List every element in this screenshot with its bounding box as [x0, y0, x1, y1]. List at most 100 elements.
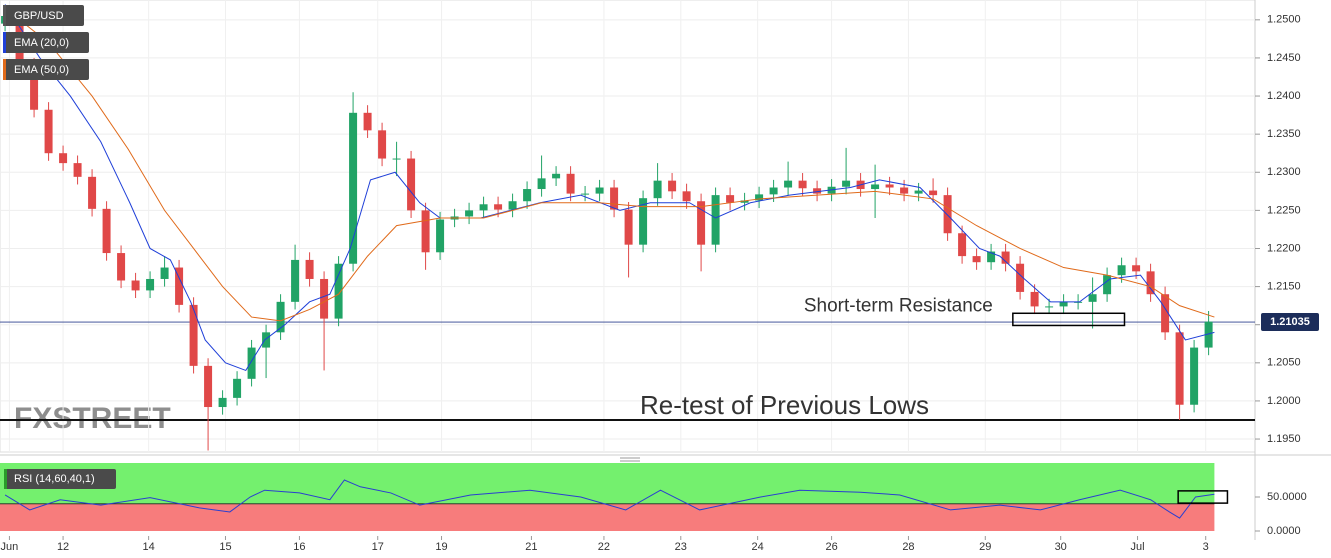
x-tick-label: 12 [57, 541, 69, 553]
y-tick-label: 1.2200 [1267, 242, 1301, 254]
candle-body [204, 365, 213, 408]
candle-body [1030, 291, 1039, 307]
x-tick-label: 17 [372, 541, 384, 553]
candle-body [378, 130, 387, 159]
candle-body [798, 180, 807, 189]
candle-body [363, 112, 372, 131]
legend-label: EMA (20,0) [14, 37, 69, 49]
candle-body [1103, 275, 1112, 295]
candle-body [624, 209, 633, 245]
candle-body [813, 188, 822, 194]
legend-bg [3, 59, 89, 80]
candle-body [1088, 294, 1097, 302]
candle-body [131, 280, 140, 291]
candle-body [233, 378, 242, 398]
legend-swatch [3, 32, 6, 53]
candle-body [44, 109, 53, 154]
candle-body [1190, 347, 1199, 405]
y-tick-label: 1.2350 [1267, 128, 1301, 140]
candle-body [175, 267, 184, 305]
candle-body [508, 201, 517, 210]
candle-body [479, 204, 488, 211]
candle-body [494, 204, 503, 210]
candle-body [189, 304, 198, 366]
candle-body [755, 194, 764, 201]
indicator-label-swatch [4, 469, 7, 489]
candle-body [102, 208, 111, 254]
candle-body [421, 210, 430, 253]
candle-body [595, 187, 604, 194]
candle-body [769, 187, 778, 195]
y-tick-label: 1.2000 [1267, 395, 1301, 407]
y-tick-label: 1.2050 [1267, 357, 1301, 369]
candle-body [740, 200, 749, 203]
candle-body [436, 219, 445, 253]
candle-body [1175, 332, 1184, 405]
candle-body [1204, 321, 1213, 348]
x-tick-label: 30 [1055, 541, 1067, 553]
candle-body [726, 195, 735, 203]
candle-body [552, 173, 561, 179]
candle-body [1132, 265, 1141, 272]
x-tick-label: 15 [219, 541, 231, 553]
legend-bg [3, 32, 89, 53]
y-tick-label: 1.2500 [1267, 14, 1301, 26]
candle-body [73, 163, 82, 177]
x-tick-label: 3 [1203, 541, 1209, 553]
x-tick-label: 26 [825, 541, 837, 553]
y-tick-label: 0.0000 [1267, 525, 1301, 537]
y-tick-label: 1.2300 [1267, 166, 1301, 178]
candle-body [610, 187, 619, 210]
candle-body [334, 263, 343, 319]
candle-body [1001, 251, 1010, 264]
legend-bg [3, 5, 84, 26]
level-label: Re-test of Previous Lows [640, 390, 929, 420]
candle-body [537, 178, 546, 190]
candle-body [30, 65, 39, 110]
candle-body [88, 176, 97, 209]
y-tick-label: 1.2450 [1267, 52, 1301, 64]
x-tick-label: Jun [1, 541, 19, 553]
legend-swatch [3, 59, 6, 80]
candle-body [146, 278, 155, 291]
candle-body [929, 190, 938, 196]
annotation-label: Short-term Resistance [804, 295, 993, 316]
x-tick-label: 14 [143, 541, 155, 553]
candle-body [1117, 265, 1126, 276]
candle-body [697, 201, 706, 245]
x-tick-label: 21 [525, 541, 537, 553]
rsi-lower-zone [0, 503, 1215, 531]
x-tick-label: 16 [293, 541, 305, 553]
candle-body [276, 301, 285, 333]
candle-body [523, 189, 532, 202]
candle-body [1059, 301, 1068, 307]
candle-body [566, 173, 575, 194]
x-tick-label: 19 [435, 541, 447, 553]
watermark: FXSTREET [14, 402, 171, 435]
x-tick-label: 29 [979, 541, 991, 553]
y-tick-label: 1.1950 [1267, 433, 1301, 445]
candle-body [320, 278, 329, 319]
candle-body [871, 184, 880, 190]
candle-body [465, 210, 474, 217]
candle-body [262, 332, 271, 348]
candle-body [711, 195, 720, 245]
legend-swatch [3, 5, 6, 26]
x-tick-label: 24 [752, 541, 764, 553]
rsi-box [1177, 490, 1229, 504]
price-tag [1261, 313, 1319, 332]
candle-body [392, 158, 401, 160]
candle-body [943, 195, 952, 234]
x-tick-label: Jul [1131, 541, 1145, 553]
candle-body [305, 259, 314, 279]
candle-body [1146, 271, 1155, 295]
resistance-box [1012, 312, 1126, 327]
rsi-line [4, 479, 1215, 519]
x-tick-label: 28 [902, 541, 914, 553]
candle-body [160, 267, 169, 279]
candle-body [668, 180, 677, 192]
candle-body [958, 233, 967, 257]
candle-body [218, 397, 227, 408]
x-tick-label: 22 [598, 541, 610, 553]
